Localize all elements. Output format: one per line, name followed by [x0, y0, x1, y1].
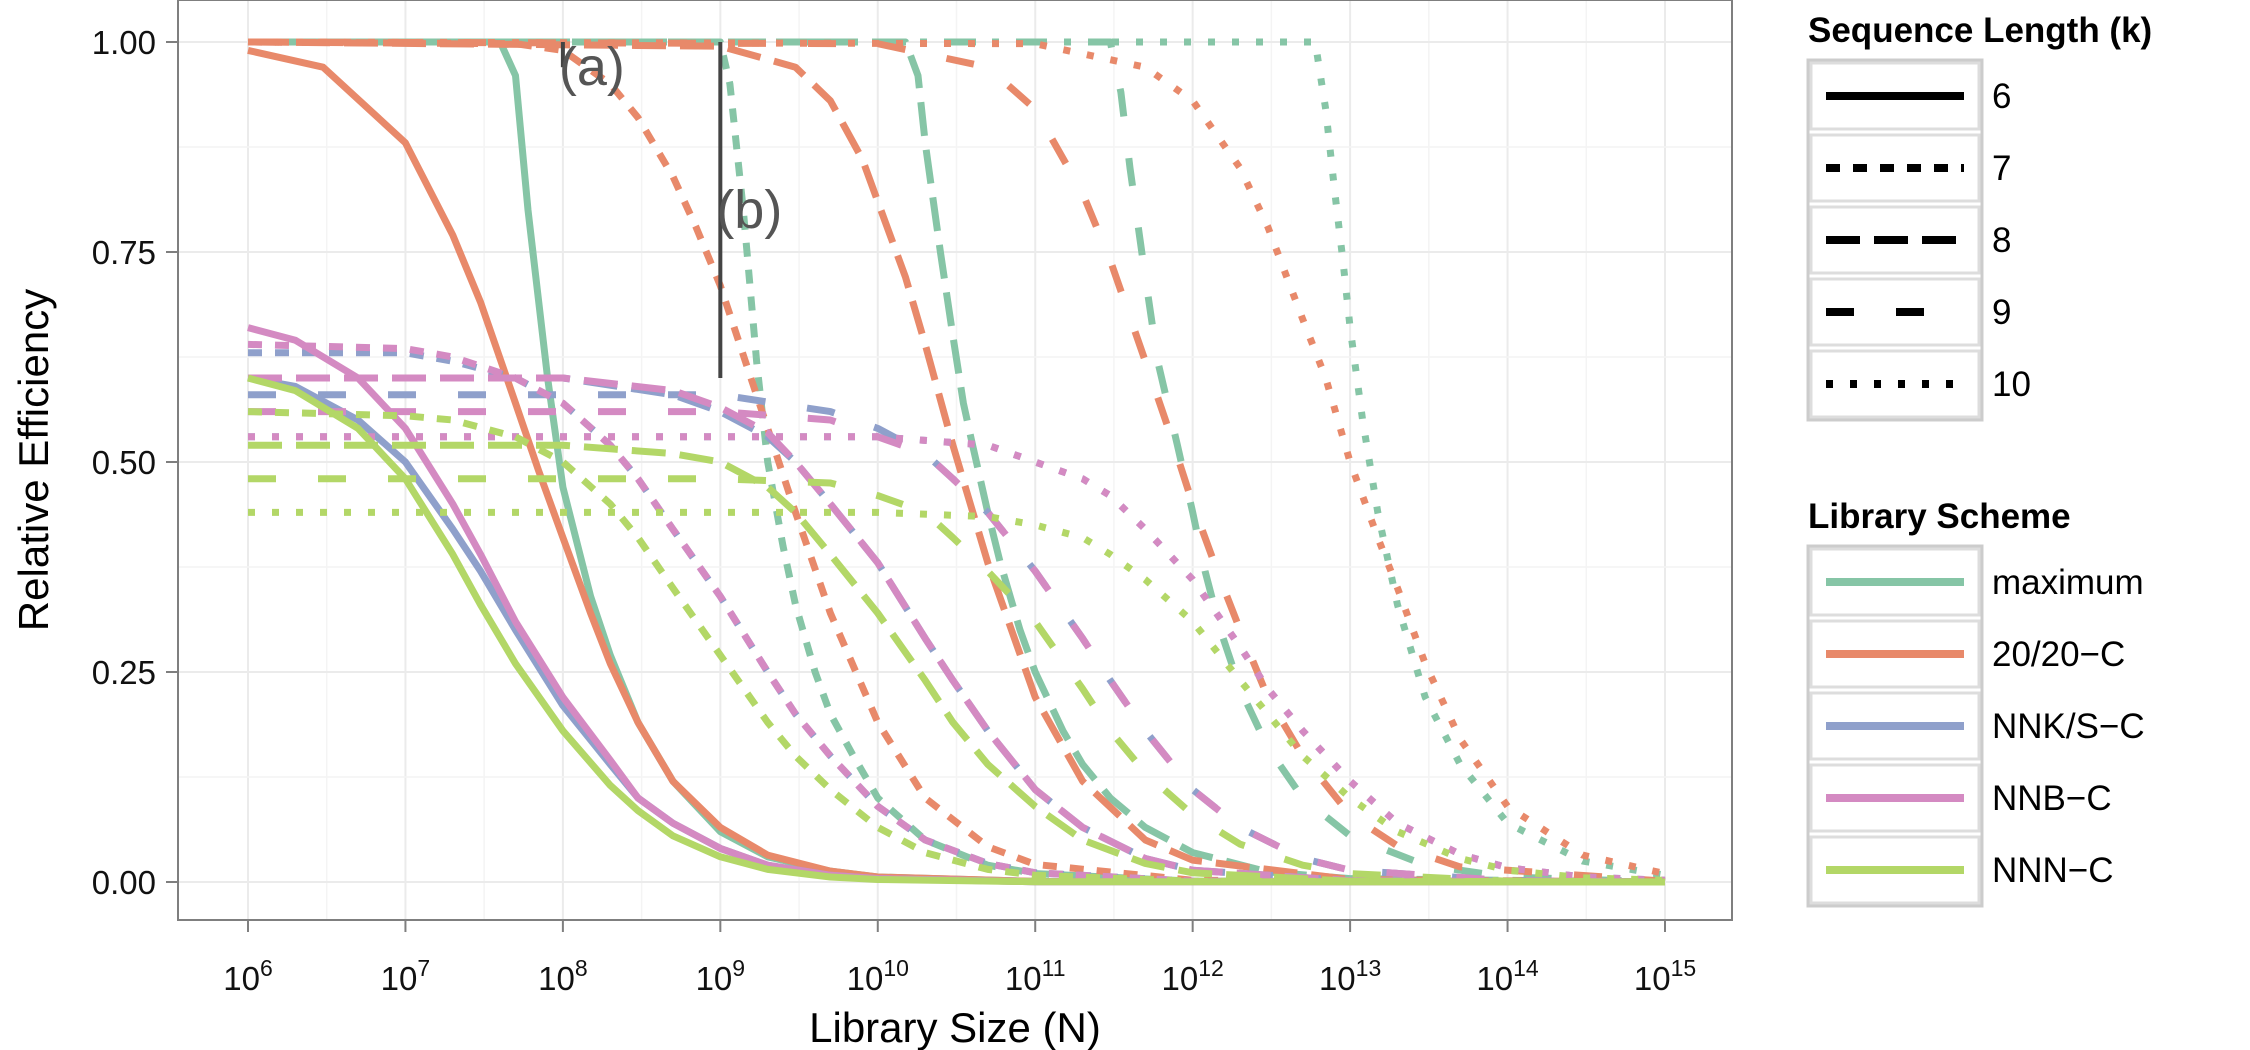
x-tick-label: 1012: [1162, 955, 1224, 997]
series-line-maximum-k7: [248, 38, 1666, 886]
series-line-nnn-c-k6: [247, 374, 1666, 886]
x-tick-label: 108: [538, 955, 588, 997]
legend-label: 10: [1992, 365, 2031, 404]
y-tick-label: 0.75: [92, 234, 156, 271]
x-tick-label: 106: [223, 955, 273, 997]
x-tick-label: 1010: [847, 955, 909, 997]
series-line-nnb-c-k7: [247, 340, 1666, 886]
y-tick-label: 0.50: [92, 444, 156, 481]
plot-border: [177, 0, 1733, 921]
x-tick-label: 1015: [1634, 955, 1696, 997]
series-line-nnn-c-k9: [248, 475, 1666, 886]
annotation-label: (a): [559, 37, 625, 97]
series-line-nnn-c-k10: [248, 508, 1666, 884]
legend: Sequence Length (k) 6 7 8 9 10 Library Scheme m…: [1806, 11, 2152, 908]
series-line-maximum-k8: [248, 38, 1666, 886]
series-line-maximum-k9: [248, 38, 1666, 886]
legend-label: NNB−C: [1992, 779, 2112, 818]
x-tick-label: 1014: [1476, 955, 1539, 997]
legend-key: [1809, 349, 1981, 419]
legend-label: 9: [1992, 293, 2011, 332]
x-tick-label: 1011: [1005, 955, 1066, 997]
y-tick-label: 0.00: [92, 864, 156, 901]
x-axis-title: Library Size (N): [809, 1004, 1101, 1050]
legend-title: Library Scheme: [1808, 497, 2071, 536]
legend-label: NNK/S−C: [1992, 707, 2145, 746]
legend-label: 6: [1992, 77, 2011, 116]
legend-title: Sequence Length (k): [1808, 11, 2152, 50]
legend-label: 8: [1992, 221, 2011, 260]
y-tick-label: 1.00: [92, 24, 156, 61]
series-lines: [247, 38, 1666, 886]
x-tick-label: 109: [696, 955, 746, 997]
legend-label: NNN−C: [1992, 851, 2114, 890]
series-line-20-20-c-k6: [247, 46, 1666, 886]
series-line-20-20-c-k7: [247, 38, 1666, 886]
axes: 106 107 108 109 1010 1011 1012 1013 1014 1015 0.00…: [92, 24, 1696, 997]
series-line-20-20-c-k8: [247, 38, 1666, 886]
legend-label: 7: [1992, 149, 2011, 188]
annotation-label: (b): [716, 180, 782, 240]
series-line-20-20-c-k9: [247, 38, 1666, 885]
series-line-nnn-c-k8: [248, 441, 1666, 886]
x-tick-label: 1013: [1319, 955, 1381, 997]
legend-label: 20/20−C: [1992, 635, 2125, 674]
series-line-nnb-c-k9: [248, 408, 1666, 886]
annotations: (a) (b): [559, 37, 782, 378]
series-line-nnb-c-k10: [248, 433, 1666, 884]
x-tick-label: 107: [381, 955, 431, 997]
y-axis-title: Relative Efficiency: [10, 289, 57, 631]
legend-label: maximum: [1992, 563, 2144, 602]
y-tick-label: 0.25: [92, 654, 156, 691]
series-line-nnb-c-k8: [248, 374, 1666, 886]
